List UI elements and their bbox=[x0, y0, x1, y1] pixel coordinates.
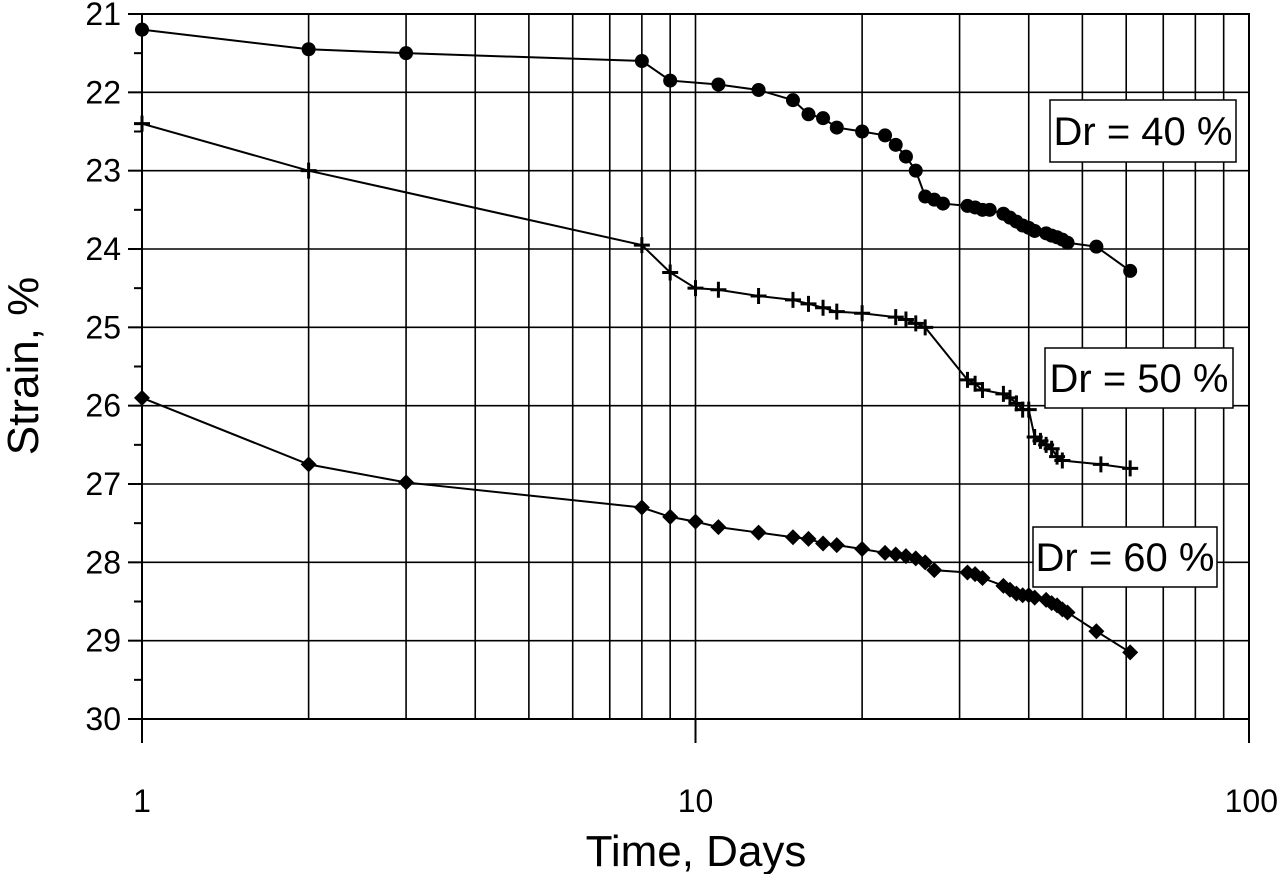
data-point bbox=[662, 264, 679, 281]
data-point bbox=[398, 474, 415, 491]
y-tick-label: 26 bbox=[85, 388, 121, 424]
data-point bbox=[1059, 604, 1076, 621]
data-point bbox=[828, 537, 845, 554]
data-point bbox=[662, 508, 679, 525]
data-point bbox=[974, 382, 991, 398]
data-point bbox=[800, 295, 817, 312]
data-point bbox=[711, 77, 726, 92]
data-point bbox=[877, 544, 894, 561]
y-tick-label: 23 bbox=[85, 153, 121, 189]
data-point bbox=[878, 128, 893, 143]
data-point bbox=[710, 519, 727, 536]
data-point bbox=[784, 529, 801, 546]
data-point bbox=[1027, 223, 1042, 238]
data-point bbox=[815, 299, 832, 316]
data-point bbox=[816, 111, 831, 126]
y-tick-label: 30 bbox=[85, 701, 121, 737]
data-point bbox=[1122, 644, 1139, 661]
label-box-frame bbox=[1044, 347, 1234, 409]
series-label-box: Dr = 40 % bbox=[1049, 99, 1237, 163]
series-line bbox=[141, 396, 1131, 654]
ticks bbox=[128, 13, 1250, 743]
data-point bbox=[784, 291, 801, 308]
data-point bbox=[300, 456, 317, 473]
tick-labels: 21 22 23 24 25 26 27 28 29 30 1 10 100 bbox=[85, 0, 1278, 819]
data-point bbox=[1060, 235, 1075, 250]
data-point bbox=[974, 570, 991, 586]
series-line bbox=[141, 122, 1131, 470]
data-point bbox=[1088, 623, 1105, 640]
data-point bbox=[936, 196, 951, 211]
data-point bbox=[800, 530, 817, 547]
y-axis-title: Strain, % bbox=[0, 277, 48, 456]
data-point bbox=[751, 82, 766, 97]
annotations: Dr = 40 % Dr = 50 % Dr = 60 % bbox=[1032, 99, 1237, 588]
data-point bbox=[633, 499, 650, 516]
data-point bbox=[898, 149, 913, 164]
y-tick-label: 22 bbox=[85, 74, 121, 110]
data-point bbox=[1054, 452, 1071, 469]
data-point bbox=[687, 280, 704, 297]
data-point bbox=[785, 93, 800, 108]
data-point bbox=[1089, 239, 1104, 254]
data-point bbox=[887, 309, 904, 326]
data-point bbox=[855, 124, 870, 139]
data-point bbox=[687, 513, 704, 530]
x-axis-title: Time, Days bbox=[586, 827, 807, 874]
data-point bbox=[887, 546, 904, 563]
data-point bbox=[815, 535, 832, 552]
x-tick-label: 100 bbox=[1225, 783, 1278, 819]
data-point bbox=[854, 305, 871, 322]
y-tick-label: 21 bbox=[85, 0, 121, 32]
label-box-frame bbox=[1032, 526, 1218, 588]
data-point bbox=[300, 162, 317, 179]
series-label-box: Dr = 60 % bbox=[1032, 526, 1218, 588]
data-point bbox=[854, 541, 871, 558]
data-point bbox=[908, 163, 923, 178]
data-point bbox=[1092, 456, 1109, 473]
data-point bbox=[1020, 401, 1037, 418]
series-label-box: Dr = 50 % bbox=[1044, 347, 1234, 409]
data-point bbox=[888, 137, 903, 152]
data-point bbox=[1122, 460, 1139, 477]
y-tick-label: 27 bbox=[85, 466, 121, 502]
y-tick-label: 25 bbox=[85, 309, 121, 345]
y-tick-label: 24 bbox=[85, 231, 121, 267]
data-point bbox=[1123, 263, 1138, 278]
data-point bbox=[663, 73, 678, 88]
data-point bbox=[917, 319, 934, 336]
data-point bbox=[829, 120, 844, 135]
data-point bbox=[828, 303, 845, 320]
label-box-frame bbox=[1049, 99, 1237, 163]
series-label: Dr = 60 % bbox=[1036, 536, 1215, 580]
series-layer bbox=[134, 22, 1139, 661]
data-point bbox=[301, 42, 316, 57]
x-tick-label: 10 bbox=[678, 783, 714, 819]
data-point bbox=[633, 237, 650, 254]
series-label: Dr = 40 % bbox=[1054, 110, 1233, 154]
x-tick-label: 1 bbox=[133, 783, 151, 819]
data-point bbox=[926, 562, 943, 579]
series-line bbox=[141, 28, 1131, 272]
y-tick-label: 28 bbox=[85, 544, 121, 580]
data-point bbox=[917, 554, 934, 571]
data-point bbox=[907, 315, 924, 332]
data-point bbox=[750, 524, 767, 541]
data-point bbox=[399, 46, 414, 61]
data-point bbox=[801, 107, 816, 122]
data-point bbox=[634, 54, 649, 68]
data-point bbox=[982, 202, 997, 217]
data-point bbox=[710, 281, 727, 298]
data-point bbox=[750, 288, 767, 304]
data-point bbox=[897, 311, 914, 328]
series-label: Dr = 50 % bbox=[1050, 357, 1229, 401]
data-point bbox=[1026, 589, 1043, 606]
y-tick-label: 29 bbox=[85, 623, 121, 659]
